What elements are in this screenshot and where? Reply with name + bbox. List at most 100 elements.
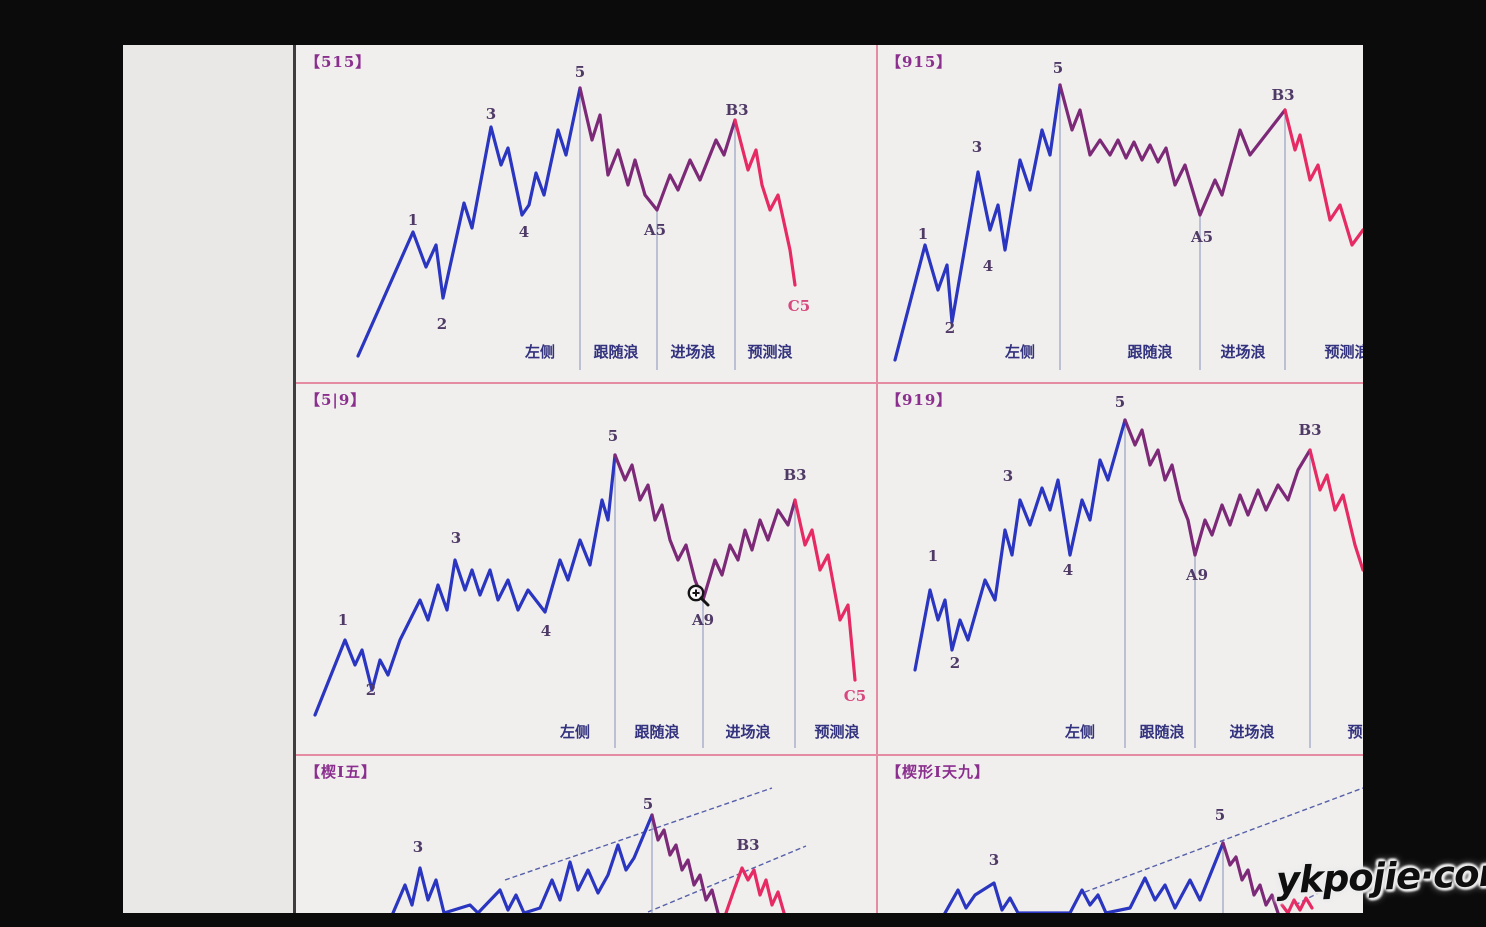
wave-blue xyxy=(391,813,654,913)
wave-chart: 1 2 3 4 5 A5 B3 C5 左侧 跟随浪 进场浪 预测浪 xyxy=(356,63,810,370)
frame-bar-bottom xyxy=(0,913,1486,927)
section-label: 跟随浪 xyxy=(1127,343,1172,361)
section-label: 进场浪 xyxy=(1220,343,1265,361)
panel-divider-horizontal-1 xyxy=(296,382,1363,384)
section-label: 进场浪 xyxy=(670,343,715,361)
wave-purple xyxy=(578,86,737,212)
frame-bar-right xyxy=(1363,45,1486,927)
wave-point-label: 3 xyxy=(972,138,982,156)
wave-blue xyxy=(313,453,617,717)
panel-wedge-5: 【楔I五】 3 5 B3 xyxy=(296,755,877,913)
frame-bar-left xyxy=(0,45,123,927)
wave-point-label: A5 xyxy=(1190,228,1213,246)
wave-point-label: 3 xyxy=(486,105,496,123)
wave-point-label: B3 xyxy=(1298,421,1321,439)
trendline xyxy=(1084,787,1363,893)
wave-point-label: 1 xyxy=(928,547,938,565)
panel-title: 【楔形I天九】 xyxy=(886,763,991,781)
wave-chart: 3 5 B3 xyxy=(391,787,807,913)
wave-pink xyxy=(1280,896,1314,913)
section-label: 跟随浪 xyxy=(634,723,679,741)
wave-point-label: 1 xyxy=(338,611,348,629)
section-label: 预测浪 xyxy=(747,343,792,361)
wave-point-label: 3 xyxy=(989,851,999,869)
wave-purple xyxy=(613,453,797,602)
wave-point-label: 5 xyxy=(575,63,585,81)
trendline xyxy=(647,845,807,913)
trendline xyxy=(504,787,773,881)
wave-point-label: 5 xyxy=(643,795,653,813)
wave-pink xyxy=(1308,448,1363,572)
section-label: 进场浪 xyxy=(725,723,770,741)
wave-pink xyxy=(1283,108,1363,247)
panel-9I9: 【919】 1 2 3 4 5 A9 B3 左侧 跟随浪 进场浪 预测浪 xyxy=(877,383,1363,755)
wave-blue xyxy=(893,83,1062,362)
panel-title: 【楔I五】 xyxy=(305,763,378,781)
magnifier-cursor xyxy=(686,583,712,609)
chart-area-background xyxy=(296,45,1363,913)
section-label: 左侧 xyxy=(1004,343,1035,361)
wave-point-label: B3 xyxy=(736,836,759,854)
wave-point-label: 4 xyxy=(983,257,993,275)
wave-purple xyxy=(1221,841,1280,913)
panel-divider-horizontal-2 xyxy=(296,754,1363,756)
panel-9I5: 【915】 1 2 3 4 5 A5 B3 左侧 跟随浪 进场浪 预测浪 xyxy=(877,45,1363,383)
wave-chart: 1 2 3 4 5 A9 B3 左侧 跟随浪 进场浪 预测浪 xyxy=(913,393,1363,748)
wave-point-label: B3 xyxy=(725,101,748,119)
wave-chart: 1 2 3 4 5 A5 B3 左侧 跟随浪 进场浪 预测浪 xyxy=(893,59,1363,370)
wave-point-label: 2 xyxy=(950,654,960,672)
wave-point-label: B3 xyxy=(783,466,806,484)
wave-point-label: B3 xyxy=(1271,86,1294,104)
wave-point-label: 4 xyxy=(1063,561,1073,579)
frame-bar-top xyxy=(0,0,1486,45)
wave-point-label: 5 xyxy=(1053,59,1063,77)
wave-point-label: 4 xyxy=(541,622,551,640)
wave-point-label: C5 xyxy=(788,297,810,315)
wave-point-label: A9 xyxy=(1185,566,1208,584)
sidebar-panel xyxy=(123,45,293,913)
panel-title: 【915】 xyxy=(886,53,953,71)
wave-purple xyxy=(650,813,720,913)
section-label: 预测浪 xyxy=(1324,343,1363,361)
section-label: 跟随浪 xyxy=(593,343,638,361)
watermark: ykpojie·com xyxy=(1275,850,1486,903)
wave-point-label: 1 xyxy=(408,211,418,229)
wave-point-label: 5 xyxy=(1115,393,1125,411)
panel-divider-vertical xyxy=(876,45,878,913)
wave-blue xyxy=(913,418,1127,672)
section-label: 左侧 xyxy=(524,343,555,361)
wave-point-label: 5 xyxy=(1215,806,1225,824)
wave-point-label: 3 xyxy=(451,529,461,547)
wave-point-label: 4 xyxy=(519,223,529,241)
wave-point-label: 2 xyxy=(366,681,376,699)
section-label: 进场浪 xyxy=(1229,723,1274,741)
section-label: 预测浪 xyxy=(814,723,859,741)
wave-pink xyxy=(793,498,857,682)
wave-point-label: 2 xyxy=(437,315,447,333)
wave-purple xyxy=(1058,83,1287,217)
section-label: 跟随浪 xyxy=(1139,723,1184,741)
wave-point-label: A9 xyxy=(691,611,714,629)
wave-chart: 35 xyxy=(943,787,1363,913)
wave-point-label: 3 xyxy=(1003,467,1013,485)
wave-blue xyxy=(356,86,582,358)
panel-title: 【515】 xyxy=(305,53,372,71)
wave-point-label: A5 xyxy=(643,221,666,239)
wave-pink xyxy=(733,118,797,287)
section-label: 左侧 xyxy=(1064,723,1095,741)
panel-5I9: 【5|9】 1 2 3 4 5 A9 B3 C5 左侧 跟随浪 进场浪 预测浪 xyxy=(296,383,877,755)
wave-point-label: 5 xyxy=(608,427,618,445)
panel-title: 【5|9】 xyxy=(305,391,367,409)
wave-point-label: 2 xyxy=(945,319,955,337)
section-label: 预测浪 xyxy=(1347,723,1363,741)
wave-purple xyxy=(1123,418,1312,557)
wave-point-label: C5 xyxy=(844,687,866,705)
panel-5I5: 【515】 1 2 3 4 5 A5 B3 C5 左侧 跟随浪 进场浪 预测浪 xyxy=(296,45,877,383)
panel-title: 【919】 xyxy=(886,391,953,409)
wave-chart: 1 2 3 4 5 A9 B3 C5 左侧 跟随浪 进场浪 预测浪 xyxy=(313,427,866,748)
wave-point-label: 3 xyxy=(413,838,423,856)
section-label: 左侧 xyxy=(559,723,590,741)
wave-pink xyxy=(724,866,786,913)
